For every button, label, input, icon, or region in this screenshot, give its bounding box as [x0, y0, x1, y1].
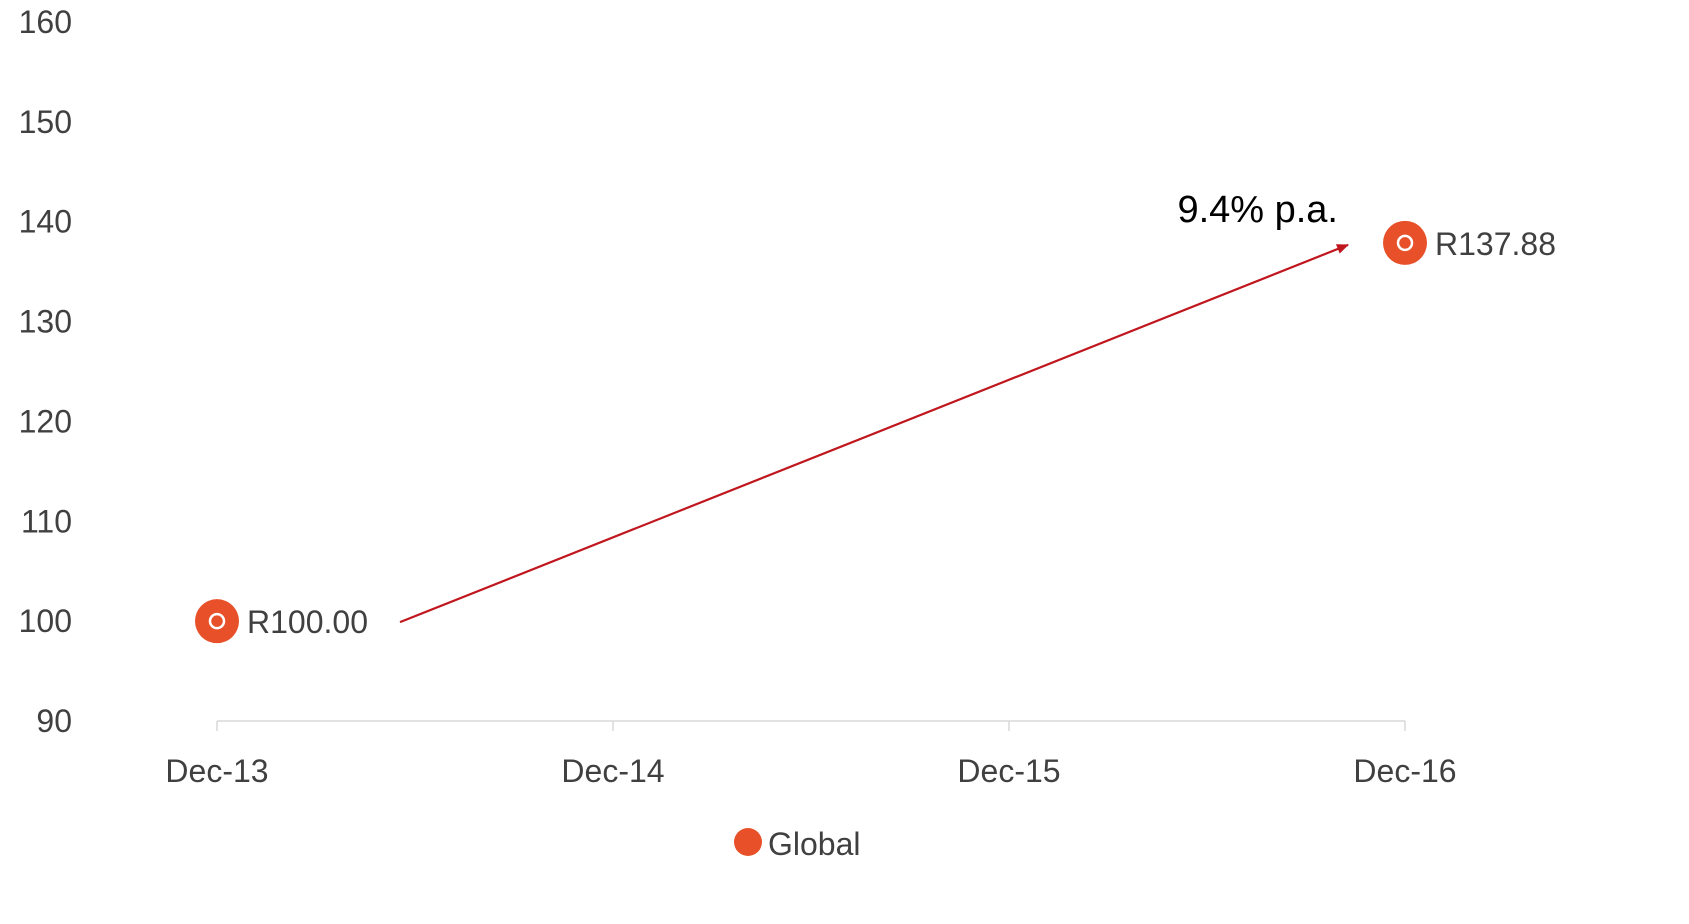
- data-label: R137.88: [1435, 226, 1556, 262]
- y-tick-label: 90: [36, 703, 72, 739]
- y-tick-label: 100: [19, 603, 72, 639]
- annotation: 9.4% p.a.: [399, 189, 1349, 624]
- growth-annotation: 9.4% p.a.: [1177, 189, 1338, 231]
- x-tick-label: Dec-16: [1353, 753, 1456, 789]
- legend-label-global: Global: [768, 826, 861, 862]
- legend-marker-global: [734, 828, 762, 856]
- series-global: R100.00 R137.88: [195, 220, 1556, 644]
- legend: Global: [734, 826, 861, 862]
- x-tick-label: Dec-13: [165, 753, 268, 789]
- data-label: R100.00: [247, 604, 368, 640]
- x-tick-label: Dec-15: [957, 753, 1060, 789]
- y-tick-label: 160: [19, 4, 72, 40]
- x-axis: Dec-13 Dec-14 Dec-15 Dec-16: [165, 720, 1457, 789]
- growth-arrow: [399, 243, 1349, 624]
- y-axis: 90 100 110 120 130 140 150 160: [19, 4, 72, 739]
- y-tick-label: 110: [21, 503, 72, 539]
- data-point-outer: [195, 599, 239, 644]
- data-point-inner: [1396, 234, 1414, 252]
- y-tick-label: 140: [19, 204, 72, 240]
- data-point-inner: [208, 612, 226, 630]
- data-point-outer: [1383, 220, 1427, 265]
- y-tick-label: 120: [19, 403, 72, 439]
- y-tick-label: 130: [19, 304, 72, 340]
- x-tick-label: Dec-14: [561, 753, 664, 789]
- y-tick-label: 150: [19, 104, 72, 140]
